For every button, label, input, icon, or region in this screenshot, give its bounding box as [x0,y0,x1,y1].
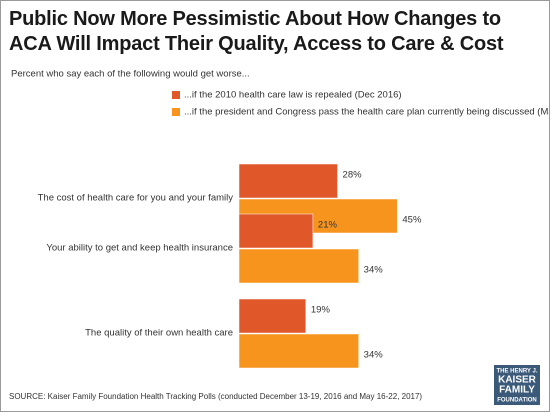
value-label: 45% [402,215,422,226]
logo-text: FOUNDATION [497,398,537,404]
bar [238,248,359,284]
category-label: The quality of their own health care [85,328,233,339]
bar [238,298,307,334]
value-label: 21% [318,220,338,231]
chart-subtitle: Percent who say each of the following wo… [11,69,250,80]
logo-text: THE HENRY J. [496,369,537,375]
bar [238,333,359,369]
value-label: 19% [311,305,331,316]
value-label: 28% [343,170,363,181]
legend-swatch [172,91,180,99]
legend-label: ...if the 2010 health care law is repeal… [184,90,402,101]
category-label: Your ability to get and keep health insu… [46,243,233,254]
category-label: The cost of health care for you and your… [38,193,234,204]
legend-label: ...if the president and Congress pass th… [184,107,549,118]
bar [238,163,338,199]
source-note: SOURCE: Kaiser Family Foundation Health … [9,392,422,401]
chart-title: Public Now More Pessimistic About How Ch… [9,8,504,55]
legend-swatch [172,108,180,116]
logo-box [494,365,540,405]
value-label: 34% [364,350,384,361]
value-label: 34% [364,265,384,276]
bar [238,213,314,249]
logo-text: FAMILY [499,385,535,396]
logo-text: KAISER [498,375,537,386]
